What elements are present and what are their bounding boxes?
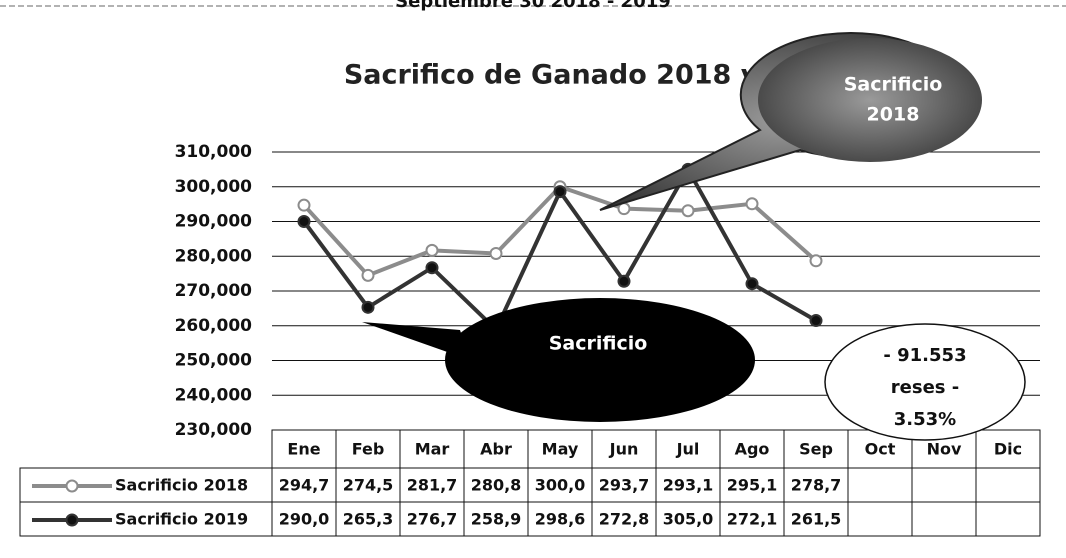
table-value: 295,1 <box>727 476 778 495</box>
table-value: 294,7 <box>279 476 330 495</box>
x-tick-label: Dic <box>994 440 1022 459</box>
x-tick-label: Ago <box>735 440 770 459</box>
x-tick-label: Feb <box>352 440 385 459</box>
y-tick-label: 230,000 <box>175 420 253 440</box>
subtitle: Septiembre 30 2018 - 2019 <box>395 0 671 12</box>
marker <box>681 204 695 218</box>
y-tick-label: 250,000 <box>175 351 253 371</box>
table-value: 280,8 <box>471 476 522 495</box>
x-tick-label: Nov <box>927 440 962 459</box>
legend-label: Sacrificio 2019 <box>115 510 248 529</box>
marker <box>297 198 311 212</box>
difference-text: - 91.553 <box>883 345 966 366</box>
difference-bubble <box>824 323 1026 441</box>
legend-label: Sacrificio 2018 <box>115 476 248 495</box>
y-tick-label: 260,000 <box>175 316 253 336</box>
table-value: 290,0 <box>279 510 330 529</box>
callout-2018-text: 2018 <box>867 104 920 126</box>
x-tick-label: Oct <box>865 440 896 459</box>
y-tick-label: 280,000 <box>175 246 253 266</box>
callout-2019-text: Sacrificio <box>549 333 648 355</box>
x-tick-label: Sep <box>799 440 833 459</box>
marker <box>425 261 439 275</box>
callout-2019-body <box>445 298 755 422</box>
table-value: 276,7 <box>407 510 458 529</box>
y-tick-label: 270,000 <box>175 281 253 301</box>
marker <box>361 300 375 314</box>
marker <box>489 246 503 260</box>
table-value: 305,0 <box>663 510 714 529</box>
y-tick-label: 290,000 <box>175 212 253 232</box>
marker <box>745 277 759 291</box>
table-value: 272,1 <box>727 510 778 529</box>
callout-2019-tail <box>362 322 470 360</box>
marker <box>617 274 631 288</box>
marker <box>809 254 823 268</box>
table-value: 300,0 <box>535 476 586 495</box>
x-tick-label: Jun <box>609 440 639 459</box>
marker <box>297 215 311 228</box>
table-value: 278,7 <box>791 476 842 495</box>
table-value: 258,9 <box>471 510 522 529</box>
marker <box>361 268 375 282</box>
y-tick-label: 240,000 <box>175 385 253 405</box>
difference-text: 3.53% <box>894 409 956 430</box>
table-value: 298,6 <box>535 510 586 529</box>
marker <box>425 243 439 257</box>
marker <box>745 197 759 211</box>
callout-2018-body <box>758 38 982 162</box>
x-tick-label: Jul <box>676 440 700 459</box>
callout-2018-text: Sacrificio <box>844 74 943 96</box>
table-value: 274,5 <box>343 476 394 495</box>
x-tick-label: Abr <box>480 440 512 459</box>
y-tick-label: 300,000 <box>175 177 253 197</box>
x-tick-label: Mar <box>415 440 450 459</box>
table-value: 265,3 <box>343 510 394 529</box>
x-tick-label: Ene <box>287 440 320 459</box>
marker <box>809 314 823 328</box>
table-value: 272,8 <box>599 510 650 529</box>
table-value: 293,7 <box>599 476 650 495</box>
difference-text: reses - <box>891 377 959 398</box>
table-value: 281,7 <box>407 476 458 495</box>
y-tick-label: 310,000 <box>175 142 253 162</box>
table-value: 261,5 <box>791 510 842 529</box>
x-tick-label: May <box>542 440 579 459</box>
marker <box>553 185 567 199</box>
legend-marker <box>65 479 79 493</box>
table-value: 293,1 <box>663 476 714 495</box>
legend-marker <box>65 513 79 527</box>
